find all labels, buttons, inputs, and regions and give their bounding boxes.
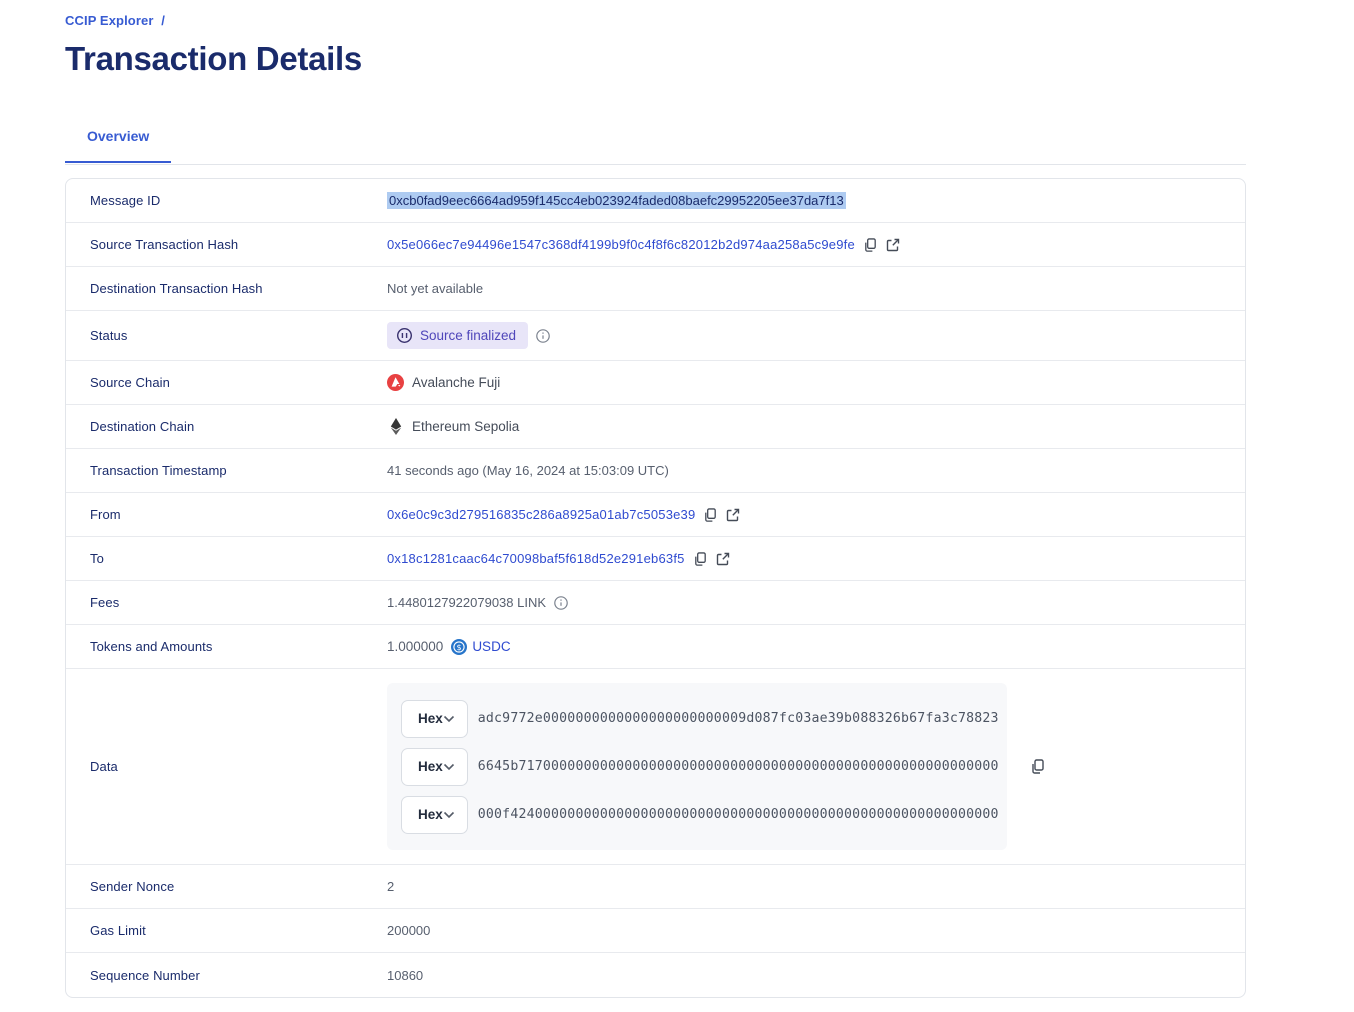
token-symbol: USDC bbox=[472, 639, 511, 654]
dest-chain-label: Destination Chain bbox=[90, 419, 195, 434]
data-box: Hex adc9772e0000000000000000000000009d08… bbox=[387, 683, 1007, 850]
hex-select-label: Hex bbox=[418, 711, 443, 726]
dest-chain-value: Ethereum Sepolia bbox=[412, 419, 520, 434]
status-label: Status bbox=[90, 328, 128, 343]
tokens-label: Tokens and Amounts bbox=[90, 639, 213, 654]
data-line: Hex adc9772e0000000000000000000000009d08… bbox=[401, 697, 999, 740]
avalanche-icon bbox=[387, 374, 404, 391]
row-status: Status Source finalized bbox=[66, 311, 1245, 361]
row-tokens: Tokens and Amounts 1.000000 $ USDC bbox=[66, 625, 1245, 669]
data-label: Data bbox=[90, 759, 118, 774]
data-line: Hex 000f42400000000000000000000000000000… bbox=[401, 793, 999, 836]
timestamp-value: 41 seconds ago (May 16, 2024 at 15:03:09… bbox=[387, 463, 669, 478]
status-badge-text: Source finalized bbox=[420, 328, 517, 343]
row-dest-chain: Destination Chain Ethereum Sepolia bbox=[66, 405, 1245, 449]
gas-limit-value: 200000 bbox=[387, 923, 431, 938]
data-line: Hex 6645b7170000000000000000000000000000… bbox=[401, 745, 999, 788]
message-id-label: Message ID bbox=[90, 193, 161, 208]
source-chain-label: Source Chain bbox=[90, 375, 170, 390]
dest-tx-hash-value: Not yet available bbox=[387, 281, 484, 296]
info-icon[interactable] bbox=[554, 595, 568, 610]
data-hex-value: 000f424000000000000000000000000000000000… bbox=[477, 807, 999, 822]
external-link-icon[interactable] bbox=[716, 552, 730, 566]
source-tx-hash-link[interactable]: 0x5e066ec7e94496e1547c368df4199b9f0c4f8f… bbox=[387, 237, 855, 252]
sequence-number-value: 10860 bbox=[387, 967, 424, 983]
breadcrumb-separator: / bbox=[161, 13, 165, 28]
to-address-link[interactable]: 0x18c1281caac64c70098baf5f618d52e291eb63… bbox=[387, 551, 685, 566]
status-progress-icon bbox=[396, 327, 413, 344]
row-from: From 0x6e0c9c3d279516835c286a8925a01ab7c… bbox=[66, 493, 1245, 537]
data-hex-value: 6645b71700000000000000000000000000000000… bbox=[477, 759, 999, 774]
copy-icon[interactable] bbox=[703, 507, 718, 523]
data-hex-value: adc9772e0000000000000000000000009d087fc0… bbox=[477, 711, 999, 726]
info-icon[interactable] bbox=[536, 328, 550, 343]
fees-label: Fees bbox=[90, 595, 120, 610]
row-message-id: Message ID 0xcb0fad9eec6664ad959f145cc4e… bbox=[66, 179, 1245, 223]
row-data: Data Hex adc9772e0000000 bbox=[66, 669, 1245, 865]
chevron-down-icon bbox=[443, 715, 455, 723]
gas-limit-label: Gas Limit bbox=[90, 923, 146, 938]
row-to: To 0x18c1281caac64c70098baf5f618d52e291e… bbox=[66, 537, 1245, 581]
hex-select-label: Hex bbox=[418, 759, 443, 774]
chevron-down-icon bbox=[443, 763, 455, 771]
row-sequence-number: Sequence Number 10860 bbox=[66, 953, 1245, 997]
to-label: To bbox=[90, 551, 104, 566]
from-address-link[interactable]: 0x6e0c9c3d279516835c286a8925a01ab7c5053e… bbox=[387, 507, 696, 522]
tab-overview[interactable]: Overview bbox=[65, 120, 172, 163]
sequence-number-label: Sequence Number bbox=[90, 967, 200, 983]
status-badge: Source finalized bbox=[387, 322, 529, 349]
sender-nonce-label: Sender Nonce bbox=[90, 879, 175, 894]
page-title: Transaction Details bbox=[65, 40, 362, 77]
hex-format-select[interactable]: Hex bbox=[401, 747, 468, 786]
transaction-details-card: Message ID 0xcb0fad9eec6664ad959f145cc4e… bbox=[65, 178, 1246, 998]
token-amount: 1.000000 bbox=[387, 639, 444, 654]
sender-nonce-value: 2 bbox=[387, 879, 395, 894]
timestamp-label: Transaction Timestamp bbox=[90, 463, 227, 478]
dest-tx-hash-label: Destination Transaction Hash bbox=[90, 281, 263, 296]
source-chain-value: Avalanche Fuji bbox=[412, 375, 501, 390]
token-link[interactable]: $ USDC bbox=[451, 638, 511, 655]
copy-icon[interactable] bbox=[863, 237, 878, 253]
message-id-value: 0xcb0fad9eec6664ad959f145cc4eb023924fade… bbox=[387, 192, 846, 209]
source-tx-hash-label: Source Transaction Hash bbox=[90, 237, 239, 252]
fees-value: 1.4480127922079038 LINK bbox=[387, 595, 547, 610]
row-gas-limit: Gas Limit 200000 bbox=[66, 909, 1245, 953]
breadcrumb-ccip-explorer-link[interactable]: CCIP Explorer bbox=[65, 13, 154, 28]
row-fees: Fees 1.4480127922079038 LINK bbox=[66, 581, 1245, 625]
row-dest-tx-hash: Destination Transaction Hash Not yet ava… bbox=[66, 267, 1245, 311]
row-sender-nonce: Sender Nonce 2 bbox=[66, 865, 1245, 909]
breadcrumb: CCIP Explorer / bbox=[65, 0, 1246, 28]
usdc-icon: $ bbox=[451, 638, 468, 655]
hex-select-label: Hex bbox=[418, 807, 443, 822]
hex-format-select[interactable]: Hex bbox=[401, 699, 468, 738]
ethereum-icon bbox=[387, 418, 404, 435]
row-source-chain: Source Chain Avalanche Fuji bbox=[66, 361, 1245, 405]
external-link-icon[interactable] bbox=[886, 238, 900, 252]
tab-bar: Overview bbox=[65, 120, 1246, 165]
svg-text:$: $ bbox=[457, 643, 462, 652]
external-link-icon[interactable] bbox=[726, 508, 740, 522]
copy-icon[interactable] bbox=[1030, 758, 1046, 775]
copy-icon[interactable] bbox=[693, 551, 708, 567]
from-label: From bbox=[90, 507, 121, 522]
hex-format-select[interactable]: Hex bbox=[401, 795, 468, 834]
row-source-tx-hash: Source Transaction Hash 0x5e066ec7e94496… bbox=[66, 223, 1245, 267]
chevron-down-icon bbox=[443, 811, 455, 819]
row-timestamp: Transaction Timestamp 41 seconds ago (Ma… bbox=[66, 449, 1245, 493]
